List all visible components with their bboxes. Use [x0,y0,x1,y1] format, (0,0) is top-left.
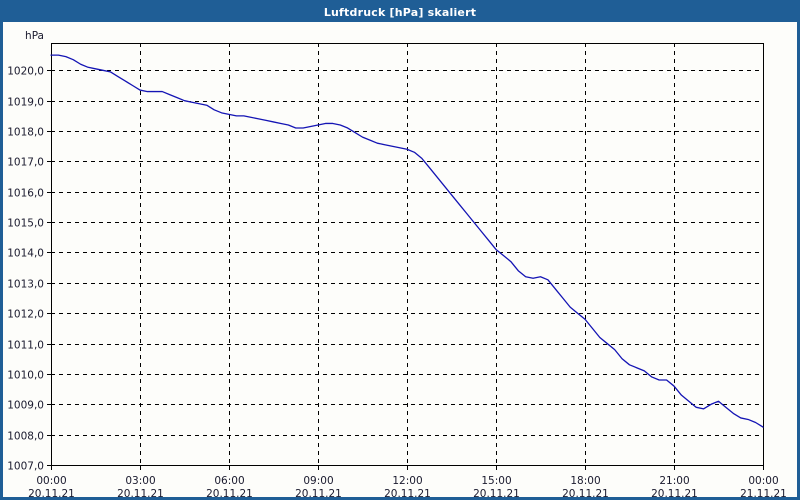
x-tick-label-time: 18:00 [570,475,600,487]
y-tick-label: 1010,0 [7,370,44,382]
y-tick-label: 1009,0 [7,400,44,412]
y-tick-label: 1015,0 [7,218,44,230]
x-tick-label-time: 21:00 [659,475,689,487]
x-tick-label-date: 20.11.21 [651,488,698,497]
x-tick-label-time: 09:00 [303,475,333,487]
x-tick-label-date: 20.11.21 [28,488,75,497]
x-tick-label-time: 00:00 [748,475,778,487]
x-tick-label-date: 20.11.21 [117,488,164,497]
x-tick-label-time: 03:00 [125,475,155,487]
x-tick-label-date: 21.11.21 [740,488,787,497]
x-tick-label-date: 20.11.21 [295,488,342,497]
y-tick-label: 1011,0 [7,340,44,352]
y-tick-label: 1019,0 [7,97,44,109]
x-tick-label-time: 06:00 [214,475,244,487]
x-tick-label-date: 20.11.21 [206,488,253,497]
y-tick-label: 1018,0 [7,127,44,139]
y-tick-label: 1012,0 [7,309,44,321]
x-tick-label-time: 12:00 [392,475,422,487]
x-tick-label-date: 20.11.21 [384,488,431,497]
y-axis-unit-label: hPa [25,30,44,42]
y-axis-ticks: 1020,0 1019,0 1018,0 1017,0 1016,0 1015,0 1014… [7,66,51,473]
x-tick-label-date: 20.11.21 [562,488,609,497]
y-tick-label: 1020,0 [7,66,44,78]
x-axis-ticks: 00:0020.11.2103:0020.11.2106:0020.11.210… [28,465,787,497]
chart-canvas: 1020,0 1019,0 1018,0 1017,0 1016,0 1015,0 1014… [3,22,797,497]
pressure-line-chart: 1020,0 1019,0 1018,0 1017,0 1016,0 1015,0 1014… [7,30,787,497]
x-tick-label-time: 00:00 [36,475,66,487]
gridlines [51,43,763,466]
y-tick-label: 1016,0 [7,188,44,200]
y-tick-label: 1014,0 [7,248,44,260]
x-tick-label-date: 20.11.21 [473,488,520,497]
y-tick-label: 1008,0 [7,431,44,443]
x-tick-label-time: 15:00 [481,475,511,487]
y-tick-label: 1007,0 [7,461,44,473]
y-tick-label: 1013,0 [7,279,44,291]
window-title: Luftdruck [hPa] skaliert [3,3,797,22]
plot-frame [50,42,765,467]
pressure-series-line [50,54,764,428]
y-tick-label: 1017,0 [7,157,44,169]
